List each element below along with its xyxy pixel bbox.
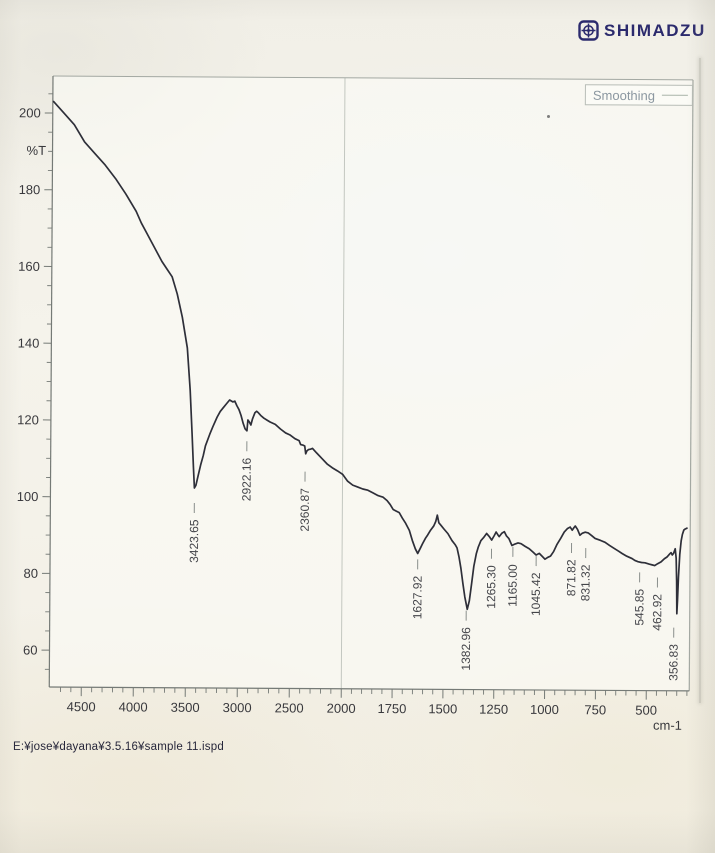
x-tick-label: 2000 bbox=[327, 701, 356, 716]
peak-label: 462.92 bbox=[650, 594, 664, 631]
plot-area bbox=[49, 76, 693, 691]
x-tick-label: 1000 bbox=[530, 702, 559, 717]
shimadzu-logo: SHIMADZU bbox=[578, 20, 706, 41]
peak-label: 871.82 bbox=[564, 559, 578, 596]
x-tick-label: 1500 bbox=[428, 701, 457, 716]
peak-label: 1382.96 bbox=[459, 627, 473, 671]
peak-label: 2922.16 bbox=[240, 457, 254, 501]
plot-border-top bbox=[52, 75, 693, 81]
y-tick-label: 180 bbox=[19, 182, 41, 197]
spectrum-curve bbox=[52, 100, 688, 615]
x-tick-label: 4000 bbox=[119, 699, 148, 714]
spectrum-plot: 200 180 160 140 120 100 80 60 4500 4000 3500 3000 25… bbox=[17, 75, 694, 733]
spectrum-chart: 200 180 160 140 120 100 80 60 4500 4000 3500 3000 25… bbox=[17, 75, 694, 733]
x-tick-label: 4500 bbox=[67, 699, 96, 714]
shimadzu-logo-text: SHIMADZU bbox=[604, 20, 706, 40]
peak-label: 1265.30 bbox=[484, 565, 498, 609]
peak-label: 1045.42 bbox=[529, 572, 543, 616]
legend-label: Smoothing bbox=[593, 88, 655, 103]
x-axis-unit-label: cm-1 bbox=[653, 718, 682, 733]
y-axis-unit-label: %T bbox=[26, 143, 46, 158]
y-tick-label: 200 bbox=[19, 105, 41, 120]
x-tick-label: 3000 bbox=[223, 700, 252, 715]
file-path: E:¥jose¥dayana¥3.5.16¥sample 11.ispd bbox=[13, 741, 224, 753]
y-tick-label: 140 bbox=[18, 336, 40, 351]
scale-break-gridline bbox=[340, 77, 346, 689]
peak-label: 831.32 bbox=[578, 564, 592, 601]
shimadzu-logo-icon bbox=[578, 20, 599, 41]
y-tick-label: 160 bbox=[18, 259, 40, 274]
peak-label: 1627.92 bbox=[410, 575, 424, 619]
x-tick-label: 1750 bbox=[377, 701, 406, 716]
x-tick-label: 1250 bbox=[479, 702, 508, 717]
scan-speck bbox=[547, 115, 550, 118]
x-tick-label: 3500 bbox=[171, 700, 200, 715]
plot-border-right bbox=[688, 79, 694, 691]
x-tick-label: 750 bbox=[584, 702, 606, 717]
peak-label: 3423.65 bbox=[187, 519, 201, 563]
peak-label: 1165.00 bbox=[506, 564, 520, 607]
legend-box bbox=[584, 84, 693, 106]
x-axis-line bbox=[49, 686, 690, 692]
peak-label: 545.85 bbox=[632, 589, 646, 626]
y-tick-label: 100 bbox=[17, 489, 39, 504]
peak-label: 2360.87 bbox=[298, 488, 312, 532]
legend: Smoothing bbox=[584, 84, 693, 106]
y-tick-label: 60 bbox=[23, 643, 38, 658]
y-tick-label: 80 bbox=[23, 566, 38, 581]
x-tick-label: 500 bbox=[635, 703, 657, 718]
y-tick-label: 120 bbox=[17, 412, 39, 427]
x-tick-label: 2500 bbox=[275, 700, 304, 715]
peak-label: 356.83 bbox=[666, 644, 680, 681]
